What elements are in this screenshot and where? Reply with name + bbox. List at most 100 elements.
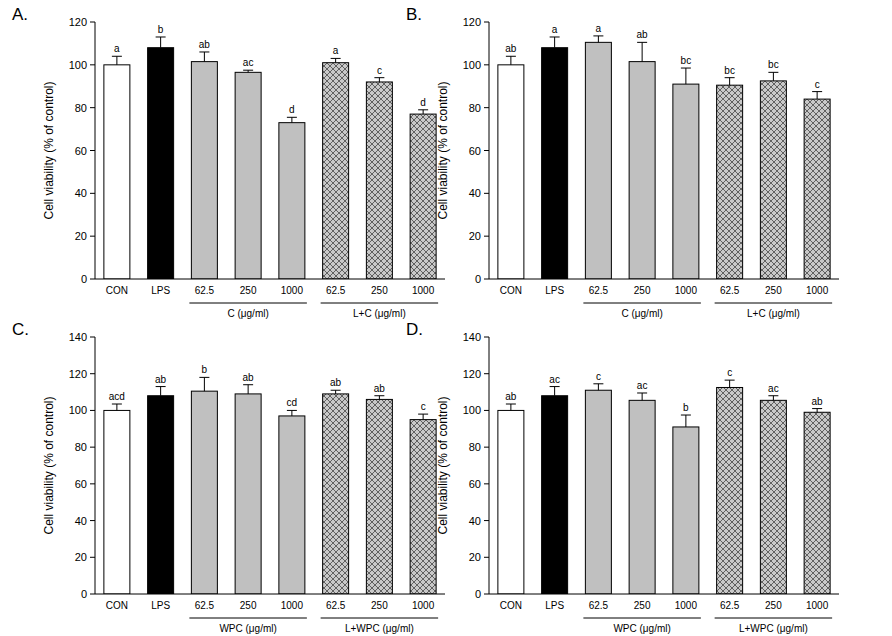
y-axis-label: Cell viability (% of control) — [42, 81, 56, 219]
y-tick — [484, 483, 489, 484]
y-tick-label: 0 — [81, 588, 87, 600]
y-axis-label: Cell viability (% of control) — [436, 81, 450, 219]
y-tick-label: 40 — [75, 515, 87, 527]
y-tick — [90, 410, 95, 411]
panel: A.Cell viability (% of control)020406080… — [12, 5, 445, 319]
x-tick-label: 62.5 — [326, 600, 346, 611]
significance-letter: c — [815, 79, 820, 90]
y-tick-label: 140 — [69, 331, 87, 343]
y-tick — [484, 447, 489, 448]
error-bar — [812, 409, 822, 413]
group-label: WPC (μg/ml) — [219, 623, 276, 634]
significance-letter: ac — [768, 383, 779, 394]
y-tick-label: 20 — [75, 230, 87, 242]
x-tick-label: 62.5 — [589, 600, 609, 611]
error-bar — [374, 78, 384, 82]
y-tick — [90, 236, 95, 237]
y-tick — [484, 236, 489, 237]
error-bar — [243, 385, 253, 394]
group-label: L+C (μg/ml) — [747, 308, 800, 319]
significance-letter: c — [596, 371, 601, 382]
group-label: L+C (μg/ml) — [353, 308, 406, 319]
y-tick-label: 40 — [469, 515, 481, 527]
error-bar — [725, 78, 735, 85]
bar — [191, 391, 217, 594]
significance-letter: b — [158, 24, 164, 35]
bar — [410, 114, 436, 279]
bar — [717, 387, 743, 594]
x-tick-label: 250 — [371, 285, 388, 296]
y-tick — [90, 64, 95, 65]
y-tick — [484, 410, 489, 411]
significance-letter: a — [114, 43, 120, 54]
error-bar — [418, 110, 428, 114]
y-tick — [484, 337, 489, 338]
y-tick — [484, 594, 489, 595]
significance-letter: ac — [549, 374, 560, 385]
error-bar — [681, 415, 691, 427]
significance-letter: bc — [768, 59, 779, 70]
bar — [542, 396, 568, 594]
x-tick-label: 250 — [240, 285, 257, 296]
y-tick — [90, 594, 95, 595]
marks — [104, 377, 436, 594]
panel: B.Cell viability (% of control)020406080… — [406, 5, 839, 319]
y-tick-label: 100 — [463, 404, 481, 416]
bar — [366, 399, 392, 594]
y-tick-label: 120 — [463, 368, 481, 380]
y-tick-label: 60 — [469, 478, 481, 490]
group-bracket — [583, 618, 701, 619]
group-label: WPC (μg/ml) — [613, 623, 670, 634]
y-tick-label: 100 — [463, 59, 481, 71]
bar — [104, 65, 130, 279]
panel-title: B. — [406, 5, 422, 24]
group-label: L+WPC (μg/ml) — [345, 623, 414, 634]
x-tick-label: 250 — [371, 600, 388, 611]
error-bar — [681, 68, 691, 84]
x-tick-label: CON — [500, 285, 522, 296]
bar — [279, 123, 305, 279]
y-tick-label: 40 — [75, 187, 87, 199]
y-tick — [90, 22, 95, 23]
bar — [498, 410, 524, 594]
bar — [585, 390, 611, 594]
x-tick-label: 250 — [765, 285, 782, 296]
y-tick-label: 100 — [69, 59, 87, 71]
significance-letter: ac — [637, 380, 648, 391]
bar — [673, 84, 699, 279]
group-bracket — [189, 303, 307, 304]
bar — [629, 62, 655, 279]
significance-letter: b — [683, 402, 689, 413]
significance-letter: ab — [505, 391, 517, 402]
error-bar — [112, 404, 122, 410]
panel: D.Cell viability (% of control)020406080… — [406, 320, 839, 634]
x-tick-label: 62.5 — [720, 600, 740, 611]
y-axis — [95, 22, 96, 279]
y-tick-label: 60 — [469, 145, 481, 157]
y-tick-label: 0 — [81, 273, 87, 285]
y-tick — [484, 373, 489, 374]
significance-letter: cd — [287, 397, 298, 408]
bar — [191, 62, 217, 279]
error-bar — [725, 380, 735, 387]
y-tick — [90, 557, 95, 558]
panel-title: D. — [406, 320, 423, 339]
bar — [760, 400, 786, 594]
x-tick-label: 1000 — [675, 600, 698, 611]
error-bar — [374, 396, 384, 400]
x-tick-label: 250 — [634, 285, 651, 296]
x-tick-label: 1000 — [412, 600, 435, 611]
x-axis — [489, 279, 839, 280]
bar — [673, 427, 699, 594]
significance-letter: ab — [374, 383, 386, 394]
panel: C.Cell viability (% of control)020406080… — [12, 320, 445, 634]
y-tick-label: 20 — [75, 551, 87, 563]
y-axis — [95, 337, 96, 594]
x-tick-label: 1000 — [281, 285, 304, 296]
y-tick — [484, 64, 489, 65]
y-tick — [484, 279, 489, 280]
y-tick-label: 0 — [475, 588, 481, 600]
bar — [498, 65, 524, 279]
y-axis — [489, 337, 490, 594]
y-tick — [90, 337, 95, 338]
